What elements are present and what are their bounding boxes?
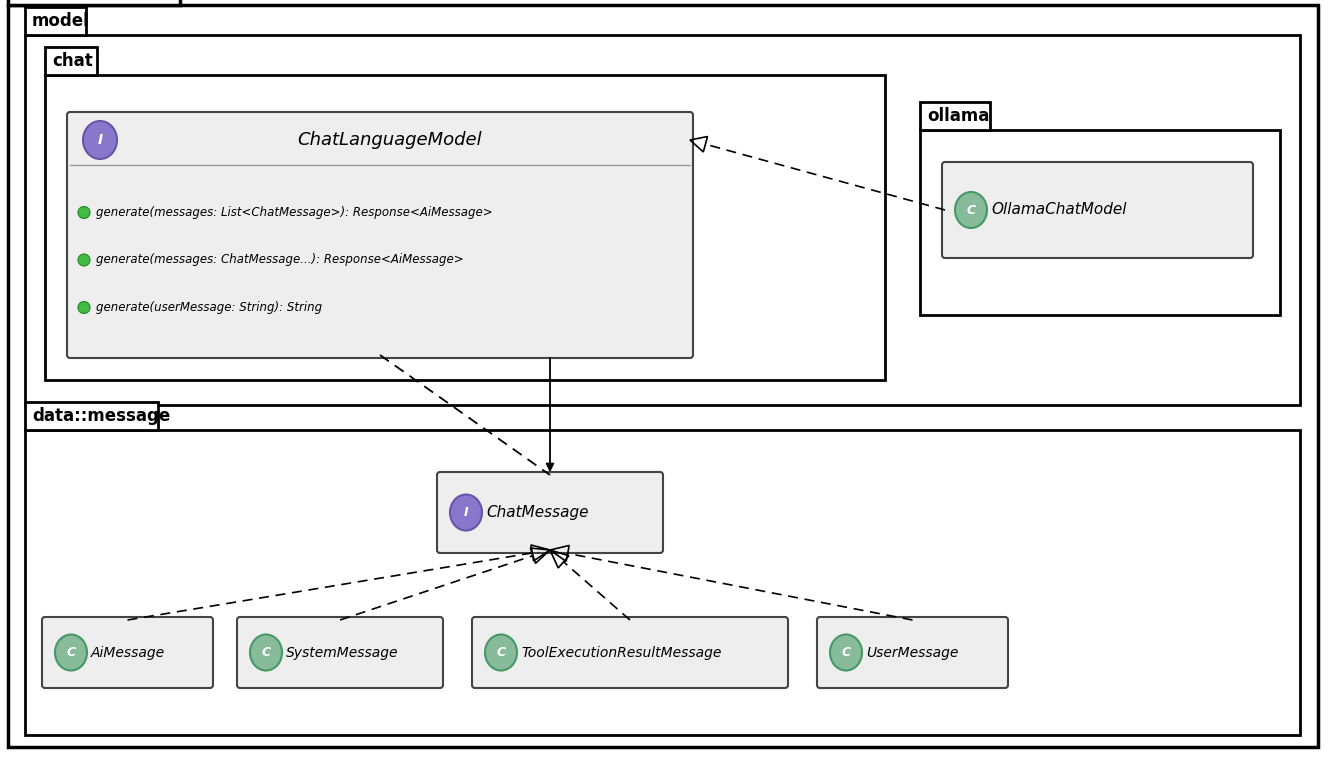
FancyBboxPatch shape (236, 617, 444, 688)
Ellipse shape (250, 634, 282, 671)
Circle shape (78, 301, 90, 313)
Text: ChatLanguageModel: ChatLanguageModel (297, 131, 482, 149)
Text: C: C (967, 204, 976, 217)
FancyBboxPatch shape (942, 162, 1254, 258)
Text: generate(messages: ChatMessage...): Response<AiMessage>: generate(messages: ChatMessage...): Resp… (96, 254, 463, 266)
Text: model: model (32, 12, 90, 30)
Text: UserMessage: UserMessage (866, 646, 959, 659)
Bar (25, 7, 86, 35)
Text: ollama: ollama (927, 107, 989, 125)
FancyBboxPatch shape (817, 617, 1008, 688)
Bar (45, 47, 97, 75)
Text: chat: chat (52, 52, 93, 70)
Ellipse shape (955, 192, 987, 228)
Text: generate(messages: List<ChatMessage>): Response<AiMessage>: generate(messages: List<ChatMessage>): R… (96, 206, 493, 219)
Bar (920, 102, 989, 130)
Text: I: I (97, 133, 102, 147)
Circle shape (78, 254, 90, 266)
Text: ChatMessage: ChatMessage (486, 505, 588, 520)
Text: SystemMessage: SystemMessage (286, 646, 398, 659)
Circle shape (78, 207, 90, 219)
Bar (8, 0, 181, 5)
Bar (920, 130, 1280, 315)
Text: data::message: data::message (32, 407, 170, 425)
Text: I: I (463, 506, 469, 519)
Text: AiMessage: AiMessage (92, 646, 165, 659)
Text: C: C (842, 646, 850, 659)
Bar (45, 75, 884, 380)
Ellipse shape (450, 494, 482, 531)
Ellipse shape (82, 121, 117, 159)
Text: C: C (497, 646, 506, 659)
Text: ToolExecutionResultMessage: ToolExecutionResultMessage (521, 646, 721, 659)
Ellipse shape (54, 634, 88, 671)
Bar (25, 430, 1300, 735)
Text: C: C (66, 646, 76, 659)
Ellipse shape (485, 634, 517, 671)
Text: OllamaChatModel: OllamaChatModel (991, 203, 1126, 217)
Ellipse shape (830, 634, 862, 671)
FancyBboxPatch shape (437, 472, 663, 553)
Bar (25, 402, 158, 430)
Text: generate(userMessage: String): String: generate(userMessage: String): String (96, 301, 323, 314)
FancyBboxPatch shape (66, 112, 693, 358)
FancyBboxPatch shape (471, 617, 788, 688)
Text: C: C (262, 646, 271, 659)
Bar (25, 35, 1300, 405)
FancyBboxPatch shape (42, 617, 212, 688)
